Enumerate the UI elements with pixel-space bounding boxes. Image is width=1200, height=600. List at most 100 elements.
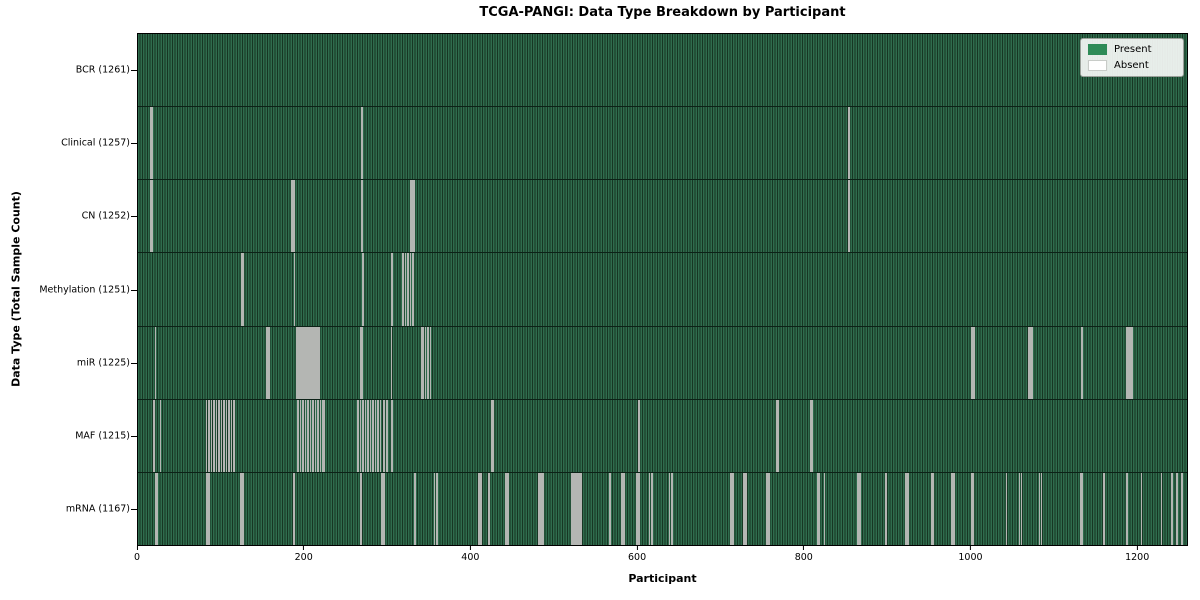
absent-stripe <box>404 253 407 326</box>
absent-stripe <box>848 180 850 253</box>
absent-stripe <box>220 399 222 472</box>
absent-stripe <box>359 472 362 545</box>
absent-stripe <box>580 472 583 545</box>
y-tick-mark <box>131 216 137 218</box>
heatmap-row-mRNA <box>138 472 1187 545</box>
absent-stripe <box>507 472 509 545</box>
absent-stripe <box>386 399 388 472</box>
absent-stripe <box>538 472 540 545</box>
absent-stripe <box>1129 326 1132 399</box>
absent-stripe <box>412 253 414 326</box>
absent-stripe <box>1018 472 1021 545</box>
present-swatch-icon <box>1088 44 1107 55</box>
absent-stripe <box>885 472 888 545</box>
absent-stripe <box>309 326 312 399</box>
absent-stripe <box>242 472 244 545</box>
x-tick-mark <box>303 546 305 550</box>
x-tick: 800 <box>795 546 813 563</box>
absent-stripe <box>1029 326 1032 399</box>
absent-stripe <box>422 326 424 399</box>
absent-stripe <box>650 472 653 545</box>
absent-stripe <box>743 472 745 545</box>
x-tick: 1200 <box>1125 546 1149 563</box>
absent-stripe <box>391 253 393 326</box>
absent-stripe <box>768 472 771 545</box>
absent-stripe <box>293 472 295 545</box>
absent-stripe <box>155 472 157 545</box>
heatmap-row-Methylation <box>138 253 1187 327</box>
absent-stripe <box>319 399 322 472</box>
absent-stripe <box>608 472 611 545</box>
absent-stripe <box>479 472 482 545</box>
absent-stripe <box>322 399 324 472</box>
absent-stripe <box>637 472 639 545</box>
absent-stripe <box>953 472 955 545</box>
absent-stripe <box>291 180 293 253</box>
x-tick: 600 <box>628 546 646 563</box>
absent-stripe <box>1038 472 1041 545</box>
absent-stripe <box>1131 326 1133 399</box>
absent-stripe <box>306 326 308 399</box>
absent-stripe <box>809 399 812 472</box>
absent-stripe <box>372 399 374 472</box>
absent-stripe <box>648 472 651 545</box>
absent-stripe <box>413 472 416 545</box>
absent-stripe <box>951 472 953 545</box>
absent-stripe <box>638 399 640 472</box>
absent-stripe <box>1160 472 1163 545</box>
absent-stripe <box>971 472 973 545</box>
absent-stripe <box>953 472 956 545</box>
heatmap-row-BCR <box>138 34 1187 108</box>
x-axis-ticks: 0 200 400 600 800 1000 1200 <box>134 546 1188 570</box>
absent-stripe <box>433 472 436 545</box>
absent-stripe <box>390 326 393 399</box>
absent-stripe <box>623 472 626 545</box>
x-tick-label: 200 <box>294 552 313 563</box>
absent-stripe <box>361 107 363 180</box>
absent-stripe <box>576 472 578 545</box>
absent-stripe <box>972 326 974 399</box>
absent-stripe <box>299 326 302 399</box>
legend: Present Absent <box>1080 38 1184 77</box>
absent-stripe <box>424 326 427 399</box>
absent-stripe <box>414 472 417 545</box>
absent-stripe <box>362 253 364 326</box>
x-tick-label: 1200 <box>1125 552 1150 563</box>
absent-stripe <box>304 326 307 399</box>
y-tick-label: BCR (1261) <box>75 64 130 76</box>
absent-stripe <box>379 399 382 472</box>
absent-stripe <box>731 472 733 545</box>
absent-stripe <box>670 472 673 545</box>
absent-stripe <box>413 180 415 253</box>
absent-stripe <box>293 180 295 253</box>
absent-stripe <box>818 472 820 545</box>
absent-stripe <box>391 399 393 472</box>
x-tick: 400 <box>461 546 479 563</box>
absent-stripe <box>241 472 243 545</box>
x-axis-title: Participant <box>628 572 697 585</box>
absent-stripe <box>382 472 384 545</box>
absent-stripe <box>357 399 359 472</box>
absent-stripe <box>766 472 768 545</box>
absent-stripe <box>225 399 227 472</box>
absent-stripe <box>539 472 542 545</box>
x-tick-mark <box>469 546 471 550</box>
absent-stripe <box>1079 472 1082 545</box>
absent-stripe <box>651 472 653 545</box>
x-tick: 0 <box>134 546 140 563</box>
absent-stripe <box>213 399 215 472</box>
absent-stripe <box>309 399 312 472</box>
absent-stripe <box>427 326 429 399</box>
absent-stripe <box>744 472 747 545</box>
absent-stripe <box>323 399 326 472</box>
absent-stripe <box>317 399 319 472</box>
absent-stripe <box>638 472 640 545</box>
absent-stripe <box>208 472 210 545</box>
y-tick-mark <box>131 289 137 291</box>
absent-stripe <box>230 399 232 472</box>
absent-stripe <box>359 326 362 399</box>
absent-stripe <box>435 472 438 545</box>
absent-stripe <box>361 180 363 253</box>
absent-stripe <box>970 326 973 399</box>
heatmap-row-MAF <box>138 399 1187 473</box>
